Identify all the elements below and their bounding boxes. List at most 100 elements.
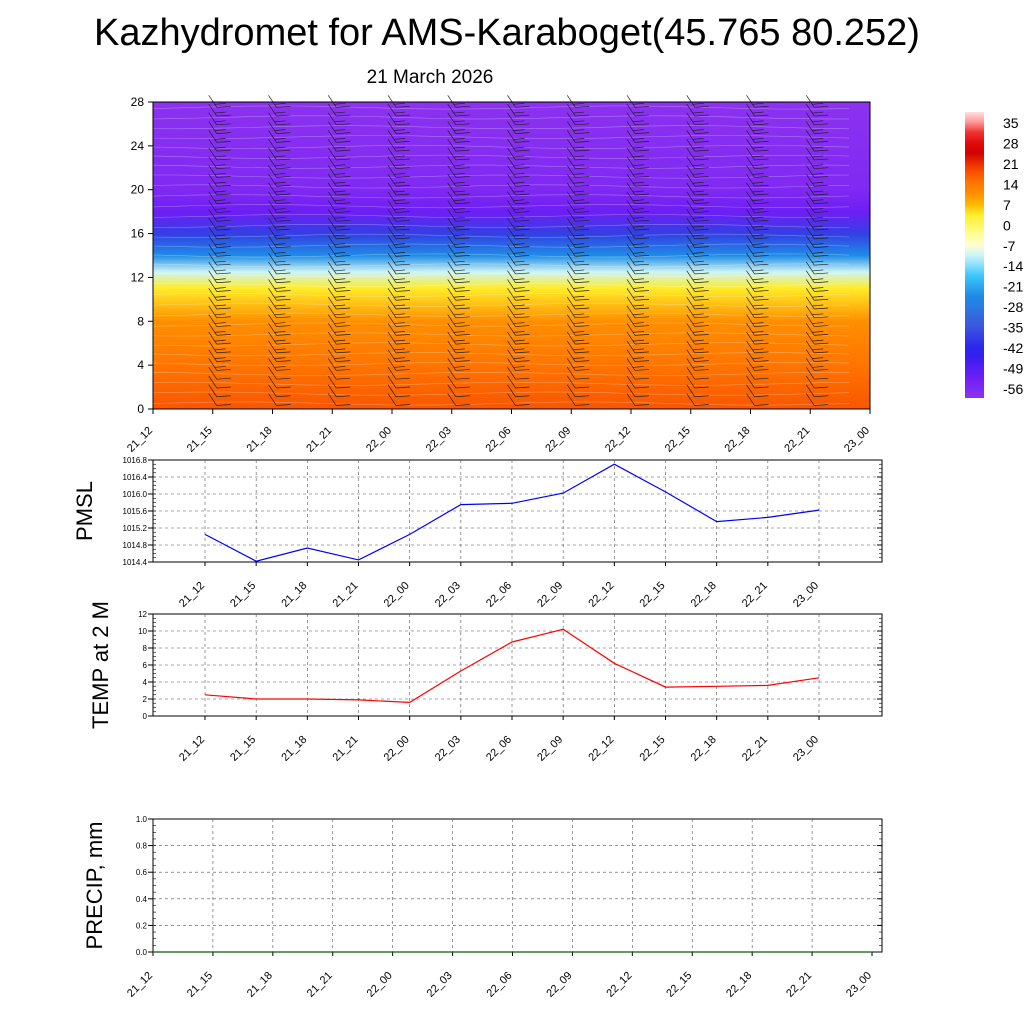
precip-frame	[153, 819, 882, 952]
temp-ytick-label: 8	[143, 644, 148, 653]
figure-subtitle: 21 March 2026	[300, 67, 560, 89]
temp-ytick-label: 12	[138, 610, 147, 619]
precip-ytick-label: 0.2	[136, 921, 148, 930]
temp-xtick-label: 21_21	[331, 734, 361, 764]
precip-ytick-label: 0.6	[136, 868, 148, 877]
y-tick-label: 12	[131, 270, 145, 284]
pmsl-xtick-label: 21_12	[177, 580, 207, 610]
pmsl-xtick-label: 22_12	[586, 580, 616, 610]
y-tick-label: 0	[137, 402, 144, 416]
temp-xtick-label: 22_12	[586, 734, 616, 764]
temp-xtick-label: 22_00	[382, 734, 412, 764]
y-tick-label: 28	[131, 95, 145, 109]
temp-xtick-label: 21_12	[177, 734, 207, 764]
temp-ylabel: TEMP at 2 M	[88, 601, 113, 729]
colorbar-label: 28	[1003, 136, 1019, 152]
precip-xtick-label: 21_21	[305, 970, 335, 1000]
x-tick-label: 22_21	[782, 425, 812, 455]
pmsl-xtick-label: 21_18	[279, 580, 309, 610]
y-tick-label: 24	[131, 139, 145, 153]
precip-xtick-label: 22_03	[425, 970, 455, 1000]
figure-title: Kazhydromet for AMS-Karaboget(45.765 80.…	[0, 12, 1014, 55]
precip-xtick-label: 22_15	[664, 970, 694, 1000]
x-tick-label: 22_00	[364, 425, 394, 455]
pmsl-xtick-label: 22_00	[382, 580, 412, 610]
pmsl-ytick-label: 1015.6	[123, 507, 148, 516]
x-tick-label: 22_12	[603, 425, 633, 455]
pmsl-xtick-label: 22_18	[689, 580, 719, 610]
colorbar-label: -49	[1003, 360, 1023, 376]
x-tick-label: 21_12	[125, 425, 155, 455]
x-tick-label: 22_06	[484, 425, 514, 455]
precip-xtick-label: 22_00	[365, 970, 395, 1000]
pmsl-xtick-label: 22_03	[433, 580, 463, 610]
pmsl-xtick-label: 21_15	[228, 580, 258, 610]
pmsl-xtick-label: 22_21	[740, 580, 770, 610]
x-tick-label: 21_15	[185, 425, 215, 455]
temp-xtick-label: 23_00	[791, 734, 821, 764]
colorbar-label: 0	[1003, 217, 1011, 233]
precip-xtick-label: 23_00	[844, 970, 874, 1000]
precip-ytick-label: 0.8	[136, 842, 148, 851]
temp-xtick-label: 22_15	[638, 734, 668, 764]
precip-ytick-label: 0.0	[136, 948, 148, 957]
precip-ytick-label: 1.0	[136, 815, 148, 824]
temp-xtick-label: 21_18	[279, 734, 309, 764]
colorbar-label: 35	[1003, 115, 1019, 131]
precip-xtick-label: 21_18	[245, 970, 275, 1000]
colorbar-label: -21	[1003, 279, 1023, 295]
y-tick-label: 20	[131, 183, 145, 197]
temp-xtick-label: 22_18	[689, 734, 719, 764]
precip-xtick-label: 21_15	[185, 970, 215, 1000]
x-tick-label: 22_03	[424, 425, 454, 455]
temp-xtick-label: 21_15	[228, 734, 258, 764]
temp-ytick-label: 2	[143, 695, 148, 704]
pmsl-xtick-label: 21_21	[331, 580, 361, 610]
x-tick-label: 21_18	[245, 425, 275, 455]
temp-xtick-label: 22_06	[484, 734, 514, 764]
y-tick-label: 8	[137, 314, 144, 328]
x-tick-label: 22_09	[543, 425, 573, 455]
temp-ytick-label: 6	[143, 661, 148, 670]
colorbar-label: -28	[1003, 299, 1023, 315]
pmsl-ytick-label: 1016.8	[123, 456, 148, 465]
colorbar-label: 7	[1003, 197, 1011, 213]
x-tick-label: 23_00	[842, 425, 872, 455]
colorbar-label: -35	[1003, 320, 1023, 336]
precip-xtick-label: 22_21	[784, 970, 814, 1000]
pmsl-ytick-label: 1014.4	[123, 558, 148, 567]
temp-xtick-label: 22_09	[535, 734, 565, 764]
pmsl-xtick-label: 23_00	[791, 580, 821, 610]
precip-xtick-label: 22_12	[604, 970, 634, 1000]
precip-xtick-label: 22_06	[485, 970, 515, 1000]
temp-xtick-label: 22_21	[740, 734, 770, 764]
temp-xtick-label: 22_03	[433, 734, 463, 764]
y-tick-label: 16	[131, 227, 145, 241]
precip-xtick-label: 22_18	[724, 970, 754, 1000]
pmsl-ytick-label: 1016.4	[123, 473, 148, 482]
pmsl-ytick-label: 1015.2	[123, 524, 148, 533]
x-tick-label: 21_21	[304, 425, 334, 455]
pmsl-xtick-label: 22_15	[638, 580, 668, 610]
colorbar-label: -7	[1003, 238, 1016, 254]
pmsl-ylabel: PMSL	[72, 481, 97, 541]
colorbar-label: -14	[1003, 258, 1023, 274]
pmsl-xtick-label: 22_09	[535, 580, 565, 610]
temp-ytick-label: 4	[143, 678, 148, 687]
pmsl-xtick-label: 22_06	[484, 580, 514, 610]
pmsl-ytick-label: 1016.0	[123, 490, 148, 499]
y-tick-label: 4	[137, 358, 144, 372]
colorbar-label: 21	[1003, 156, 1019, 172]
temp-ytick-label: 0	[143, 712, 148, 721]
temp-ytick-label: 10	[138, 627, 147, 636]
x-tick-label: 22_18	[723, 425, 753, 455]
precip-ylabel: PRECIP, mm	[82, 822, 107, 950]
colorbar	[965, 112, 984, 398]
x-tick-label: 22_15	[663, 425, 693, 455]
colorbar-label: -42	[1003, 340, 1023, 356]
precip-xtick-label: 22_09	[544, 970, 574, 1000]
colorbar-label: -56	[1003, 381, 1023, 397]
colorbar-label: 14	[1003, 177, 1019, 193]
